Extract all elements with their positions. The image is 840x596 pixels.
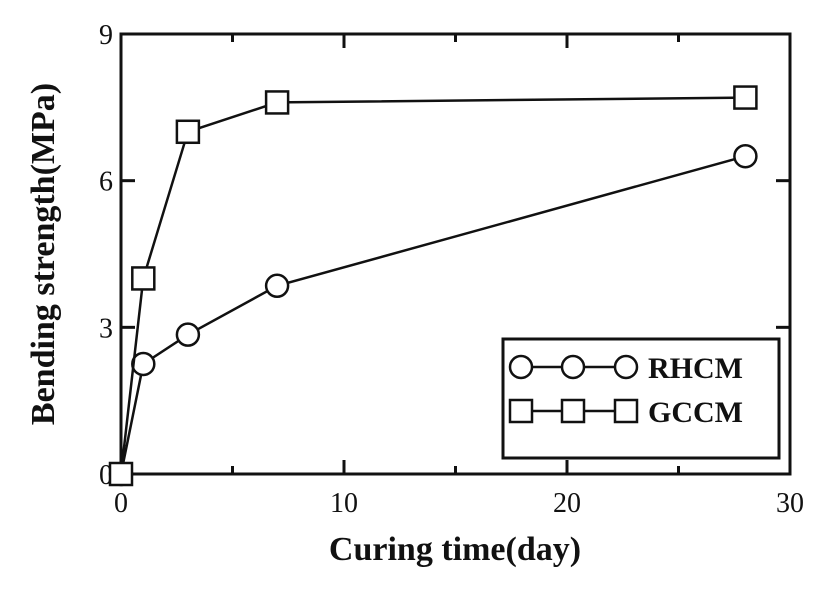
legend-marker	[613, 398, 639, 424]
y-axis-title: Bending strength(MPa)	[25, 83, 62, 425]
gccm-point	[733, 85, 758, 110]
legend-marker	[560, 354, 586, 380]
x-axis-title: Curing time(day)	[329, 531, 581, 568]
gccm-point	[108, 461, 134, 487]
rhcm-point	[733, 143, 758, 169]
legend-marker	[508, 398, 534, 424]
series-gccm	[108, 85, 758, 487]
x-tick-label: 30	[776, 488, 804, 519]
gccm-point	[131, 266, 156, 291]
x-tick-label: 20	[553, 488, 581, 519]
legend: RHCM GCCM	[501, 337, 781, 460]
legend-items: RHCM GCCM	[508, 352, 743, 429]
y-tick-label: 3	[99, 313, 113, 344]
x-tick-label: 0	[114, 488, 128, 519]
rhcm-point	[264, 273, 290, 299]
legend-marker	[508, 354, 534, 380]
legend-entry-gccm: GCCM	[508, 396, 743, 429]
data-series	[108, 85, 758, 487]
gccm-point	[264, 90, 290, 115]
gccm-point	[175, 119, 201, 145]
series-rhcm	[108, 143, 758, 487]
y-tick-label: 9	[99, 20, 113, 51]
legend-entry-rhcm: RHCM	[508, 352, 743, 385]
legend-marker	[613, 354, 639, 380]
legend-label: GCCM	[648, 396, 743, 429]
y-tick-label: 6	[99, 167, 113, 198]
axis-ticks	[119, 32, 792, 476]
legend-box	[501, 337, 781, 460]
rhcm-point	[175, 322, 201, 347]
legend-marker	[560, 398, 586, 424]
x-tick-label: 10	[330, 488, 358, 519]
legend-label: RHCM	[648, 352, 743, 385]
